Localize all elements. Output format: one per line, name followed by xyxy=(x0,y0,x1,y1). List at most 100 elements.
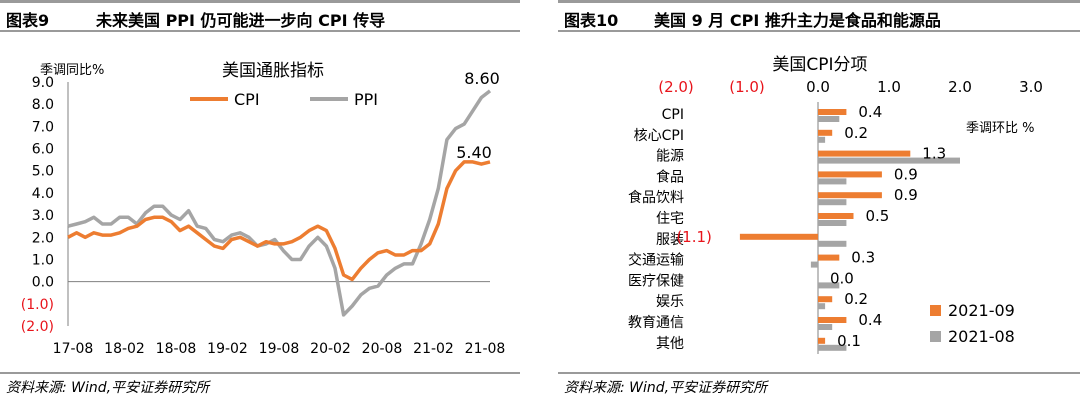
cpi-components-bar-chart: 美国CPI分项 季调环比 % (2.0) (1.0) 0.0 1.0 2.0 3.0 CP… xyxy=(628,55,1043,354)
y-tick-label: 0.0 xyxy=(32,275,54,291)
chart-title: 美国CPI分项 xyxy=(772,55,867,75)
legend-label: PPI xyxy=(354,90,378,109)
x-tick-label: 21-02 xyxy=(413,341,454,357)
figure-title: 未来美国 PPI 仍可能进一步向 CPI 传导 xyxy=(96,11,386,30)
bar-value-label: 0.9 xyxy=(894,165,918,183)
y-tick-label: (2.0) xyxy=(21,319,54,335)
category-label: 住宅 xyxy=(656,211,684,227)
unit-label: 季调环比 % xyxy=(966,121,1035,136)
category-label: 核心CPI xyxy=(634,128,684,144)
bar-2021-09 xyxy=(818,337,826,344)
x-tick-label: 20-08 xyxy=(362,341,403,357)
bar-2021-08 xyxy=(818,157,960,164)
bar-value-label: 0.4 xyxy=(858,103,882,121)
x-tick-label: 19-08 xyxy=(259,341,300,357)
x-tick-label: 21-08 xyxy=(465,341,506,357)
bar-2021-09 xyxy=(818,171,882,178)
y-tick-label: 1.0 xyxy=(32,252,54,268)
bar-2021-08 xyxy=(818,116,840,122)
category-label: 服装 xyxy=(656,232,684,248)
x-tick-label: 2.0 xyxy=(948,78,972,96)
bar-2021-09 xyxy=(818,150,911,157)
bar-2021-09 xyxy=(818,129,833,136)
category-label: 其他 xyxy=(656,336,684,352)
x-tick-label: 18-08 xyxy=(156,341,197,357)
bar-value-label: 1.3 xyxy=(922,145,946,163)
y-tick-label: 6.0 xyxy=(32,142,54,158)
bar-2021-09 xyxy=(818,213,854,219)
category-label: 交通运输 xyxy=(628,252,684,269)
bar-2021-09 xyxy=(818,317,847,323)
bar-2021-08 xyxy=(810,261,818,268)
bar-2021-08 xyxy=(818,178,847,185)
y-tick-label: 3.0 xyxy=(32,208,54,224)
bar-2021-08 xyxy=(818,282,840,289)
y-axis-label: 季调同比% xyxy=(40,63,104,78)
inflation-line-chart: 美国通胀指标 季调同比% 9.0 8.0 7.0 6.0 5.0 4.0 3.0 2.0 1.0… xyxy=(21,61,506,357)
bar-2021-08 xyxy=(818,324,833,330)
ppi-end-label: 8.60 xyxy=(464,69,500,88)
x-tick-label: 19-02 xyxy=(207,341,248,357)
x-tick-label: 3.0 xyxy=(1019,78,1043,96)
chart-title: 美国通胀指标 xyxy=(222,61,324,81)
figure-number: 图表10 xyxy=(564,11,619,30)
bar-2021-09 xyxy=(818,254,840,261)
category-label: 食品饮料 xyxy=(628,189,684,206)
legend-label: CPI xyxy=(234,90,260,109)
bar-2021-08 xyxy=(818,240,847,247)
bar-2021-09 xyxy=(818,192,882,199)
figure-title: 美国 9 月 CPI 推升主力是食品和能源品 xyxy=(654,11,941,30)
bar-2021-08 xyxy=(818,344,847,351)
y-tick-label: 7.0 xyxy=(32,119,54,135)
x-tick-label: 1.0 xyxy=(877,78,901,96)
bar-value-label: 0.5 xyxy=(866,207,890,225)
cpi-end-label: 5.40 xyxy=(456,143,492,162)
bar-value-label: 0.1 xyxy=(837,332,861,350)
bar-value-label: (1.1) xyxy=(676,228,712,246)
bar-value-label: 0.4 xyxy=(858,311,882,329)
category-label: 娱乐 xyxy=(656,294,684,310)
panel-figure-9: 图表9 未来美国 PPI 仍可能进一步向 CPI 传导 美国通胀指标 季调同比%… xyxy=(0,0,520,406)
x-tick-label: 20-02 xyxy=(310,341,351,357)
legend-swatch xyxy=(930,305,941,316)
series-line-cpi xyxy=(67,160,491,282)
source-note: 资料来源: Wind,平安证券研究所 xyxy=(564,380,768,396)
y-tick-label: 4.0 xyxy=(32,186,54,202)
legend-label: 2021-09 xyxy=(948,301,1015,320)
bar-value-label: 0.9 xyxy=(894,186,918,204)
bar-2021-09 xyxy=(739,233,818,240)
bar-2021-09 xyxy=(818,296,833,303)
category-label: 教育通信 xyxy=(628,315,684,331)
legend-label: 2021-08 xyxy=(948,327,1015,346)
y-tick-label: 8.0 xyxy=(32,97,54,113)
panel-figure-10: 图表10 美国 9 月 CPI 推升主力是食品和能源品 美国CPI分项 季调环比… xyxy=(558,0,1080,406)
category-label: 能源 xyxy=(656,149,684,165)
category-label: CPI xyxy=(662,107,684,123)
footer-divider xyxy=(558,372,1080,374)
y-tick-label: 2.0 xyxy=(32,230,54,246)
bar-2021-08 xyxy=(818,220,847,226)
bar-value-label: 0.2 xyxy=(844,124,868,142)
y-tick-label: (1.0) xyxy=(21,297,54,313)
x-tick-label: 18-02 xyxy=(104,341,145,357)
bar-value-label: 0.3 xyxy=(851,249,875,267)
bar-2021-08 xyxy=(818,303,826,310)
figure-header: 图表9 未来美国 PPI 仍可能进一步向 CPI 传导 xyxy=(0,0,520,32)
x-tick-label: 17-08 xyxy=(53,341,94,357)
figure-number: 图表9 xyxy=(6,11,50,30)
x-tick-label: 0.0 xyxy=(806,78,830,96)
x-tick-label: (1.0) xyxy=(729,78,765,96)
category-label: 医疗保健 xyxy=(628,273,684,289)
footer-divider xyxy=(0,372,520,374)
legend-swatch xyxy=(930,331,941,342)
bar-2021-08 xyxy=(818,136,826,143)
y-tick-label: 5.0 xyxy=(32,164,54,180)
y-tick-label: 9.0 xyxy=(32,75,54,91)
bar-2021-09 xyxy=(818,109,847,115)
figure-header: 图表10 美国 9 月 CPI 推升主力是食品和能源品 xyxy=(558,0,1080,32)
bar-value-label: 0.2 xyxy=(844,290,868,308)
bar-2021-08 xyxy=(818,199,847,206)
x-tick-label: (2.0) xyxy=(658,78,694,96)
bar-value-label: 0.0 xyxy=(830,269,854,287)
source-note: 资料来源: Wind,平安证券研究所 xyxy=(6,380,210,396)
